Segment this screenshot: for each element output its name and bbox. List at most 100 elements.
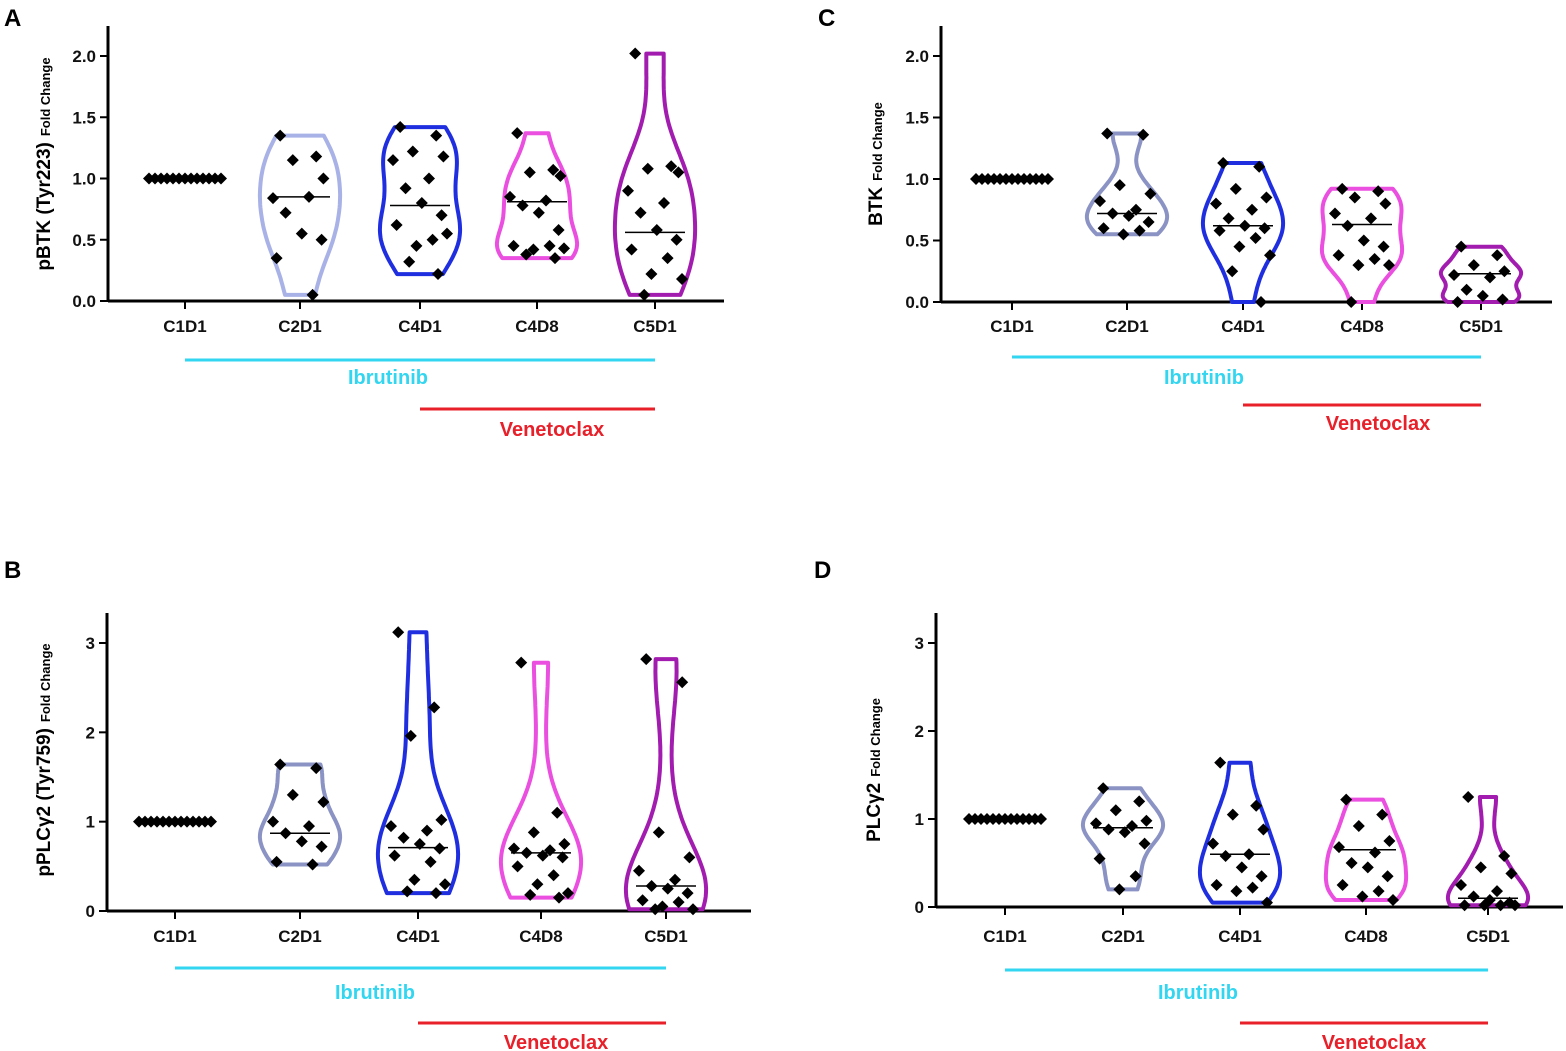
data-point	[681, 887, 694, 900]
data-point	[1246, 203, 1258, 216]
data-point	[1369, 846, 1381, 859]
data-point	[205, 815, 217, 828]
data-point	[1356, 890, 1369, 903]
data-point	[670, 233, 683, 246]
y-tick-label: 1.5	[72, 108, 96, 127]
data-point	[645, 268, 658, 281]
data-point	[303, 820, 315, 833]
data-point	[1376, 808, 1389, 821]
x-tick-label: C2D1	[1101, 927, 1144, 946]
violin-outline	[612, 51, 698, 297]
data-point	[432, 268, 444, 281]
data-point	[515, 656, 528, 669]
data-point	[633, 864, 645, 877]
data-point	[562, 887, 574, 900]
data-point	[1246, 881, 1259, 894]
data-point	[1340, 793, 1353, 806]
data-point	[1126, 820, 1138, 833]
data-point	[649, 903, 662, 916]
data-point	[661, 252, 674, 265]
y-tick-label: 0	[915, 898, 924, 917]
data-point	[1352, 259, 1365, 272]
panel-d: D PLCγ2Fold Change 0 1 2 3 C1D1 C2D1 C4D1 C4D8 C…	[814, 557, 1563, 1051]
data-point	[401, 885, 414, 898]
data-point	[1133, 795, 1146, 808]
data-point	[1257, 823, 1270, 836]
data-point	[676, 676, 689, 689]
x-tick-label: C1D1	[990, 317, 1033, 336]
data-point	[683, 851, 696, 864]
data-point	[552, 223, 565, 236]
data-point	[1233, 240, 1246, 253]
data-point	[1249, 232, 1262, 245]
data-point	[437, 150, 450, 163]
data-point	[636, 894, 649, 907]
data-point	[415, 197, 428, 209]
y-tick-label: 3	[86, 634, 95, 653]
data-point	[551, 806, 564, 819]
data-point	[397, 831, 410, 844]
data-point	[1097, 222, 1110, 235]
venetoclax-label: Venetoclax	[504, 1032, 609, 1051]
data-point	[286, 788, 299, 801]
data-point	[1122, 209, 1135, 222]
data-point	[1094, 195, 1106, 208]
data-point	[1383, 259, 1395, 272]
data-point	[408, 873, 421, 886]
data-point	[1258, 222, 1271, 235]
data-point	[524, 888, 537, 901]
x-tick-label: C2D1	[1105, 317, 1148, 336]
data-point	[1377, 240, 1390, 253]
data-point	[1090, 817, 1102, 830]
y-tick-label: 1	[86, 813, 95, 832]
data-point	[520, 248, 533, 261]
panel-b: B pPLCγ2 (Tyr759)Fold Change 0 1 2 3 C1D1 C2D…	[4, 557, 751, 1051]
data-point	[423, 172, 435, 185]
data-point	[638, 288, 651, 301]
ibrutinib-label: Ibrutinib	[348, 367, 428, 389]
data-point	[306, 288, 319, 301]
data-point	[270, 855, 283, 868]
data-point	[1101, 127, 1114, 140]
data-point	[306, 858, 319, 871]
data-point	[424, 855, 437, 868]
data-point	[634, 206, 647, 219]
data-point	[549, 252, 561, 265]
data-point	[1329, 207, 1341, 220]
data-point	[274, 129, 287, 142]
violin-outline	[257, 133, 343, 297]
data-point	[435, 209, 448, 222]
data-point	[1458, 899, 1471, 912]
data-point	[1496, 293, 1509, 306]
data-point	[1118, 826, 1131, 839]
data-point	[1113, 179, 1126, 192]
data-point	[1372, 885, 1385, 898]
violin-outline	[1319, 186, 1405, 304]
data-point	[1109, 804, 1122, 817]
data-point	[661, 882, 674, 895]
data-point	[1113, 883, 1126, 896]
data-point	[286, 154, 299, 167]
data-point	[645, 879, 658, 892]
data-point	[1357, 234, 1370, 247]
data-point	[1243, 848, 1255, 861]
panel-letter: C	[818, 5, 835, 32]
y-axis-label: pPLCγ2 (Tyr759)Fold Change	[34, 643, 55, 876]
data-point	[1133, 224, 1146, 237]
violin-plot: 0 1 2 3 C1D1 C2D1 C4D1 C4D8 C5D1	[86, 613, 751, 1025]
data-point	[1255, 296, 1267, 308]
data-point	[658, 197, 670, 209]
data-point	[392, 626, 405, 639]
data-point	[430, 129, 443, 142]
data-point	[1229, 182, 1242, 195]
data-point	[317, 796, 330, 809]
panel-letter: B	[4, 557, 21, 584]
data-point	[1217, 157, 1230, 170]
data-point	[279, 827, 292, 840]
y-tick-label: 3	[915, 634, 924, 653]
data-point	[520, 846, 533, 859]
data-point	[317, 172, 330, 185]
data-point	[540, 194, 552, 207]
data-point	[1455, 240, 1468, 253]
ibrutinib-label: Ibrutinib	[1158, 982, 1238, 1004]
